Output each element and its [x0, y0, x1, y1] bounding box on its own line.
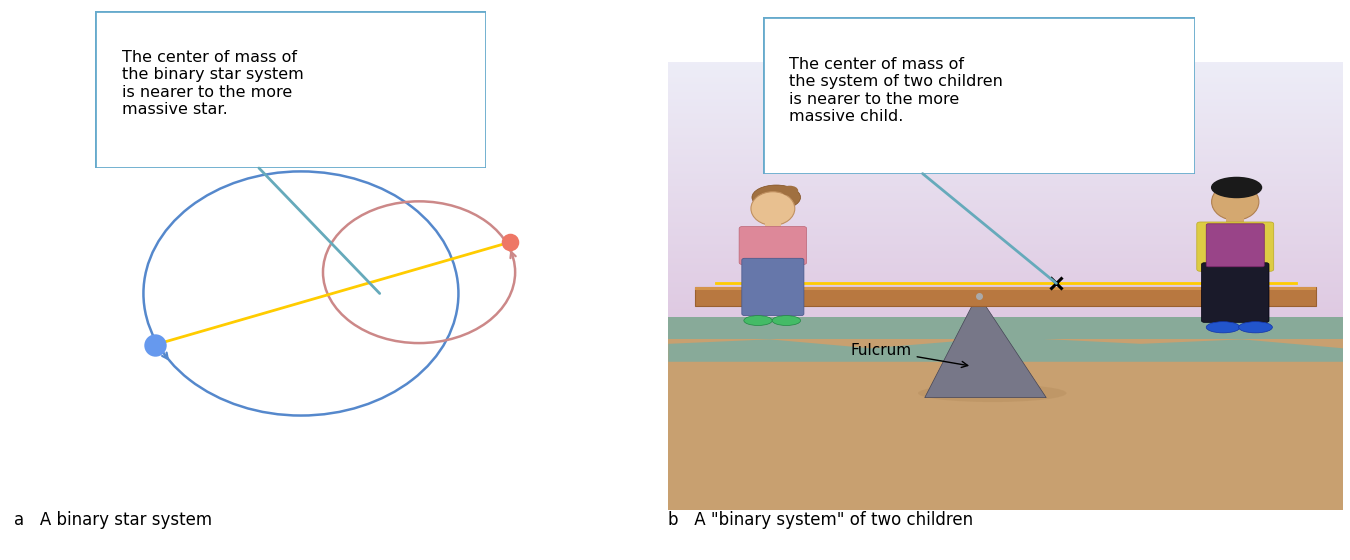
Ellipse shape — [918, 384, 1066, 402]
Ellipse shape — [1211, 177, 1262, 198]
Bar — [1226, 208, 1243, 226]
Text: Less
massive
star: Less massive star — [69, 351, 138, 401]
Ellipse shape — [1206, 321, 1239, 333]
Bar — [668, 317, 1343, 362]
Ellipse shape — [782, 186, 798, 195]
Point — [144, 340, 166, 349]
Text: The center of mass of
the binary star system
is nearer to the more
massive star.: The center of mass of the binary star sy… — [122, 50, 304, 117]
FancyBboxPatch shape — [740, 226, 806, 264]
Ellipse shape — [1212, 184, 1258, 220]
FancyBboxPatch shape — [743, 258, 803, 316]
FancyBboxPatch shape — [1202, 263, 1269, 323]
Text: b   A "binary system" of two children: b A "binary system" of two children — [668, 511, 973, 529]
Ellipse shape — [772, 316, 801, 325]
FancyBboxPatch shape — [1197, 222, 1273, 271]
Point — [500, 238, 521, 247]
Ellipse shape — [751, 192, 795, 225]
FancyBboxPatch shape — [1206, 224, 1264, 267]
Bar — [764, 213, 780, 231]
FancyBboxPatch shape — [763, 17, 1195, 174]
Ellipse shape — [744, 316, 772, 325]
Text: More
massive
star: More massive star — [537, 213, 608, 263]
Polygon shape — [925, 306, 1046, 398]
Ellipse shape — [752, 185, 801, 209]
Bar — [695, 287, 1316, 306]
Ellipse shape — [1239, 321, 1272, 333]
Text: The center of mass of
the system of two children
is nearer to the more
massive c: The center of mass of the system of two … — [788, 57, 1003, 124]
Bar — [695, 287, 1316, 290]
Text: Fulcrum: Fulcrum — [850, 343, 968, 367]
Text: a   A binary star system: a A binary star system — [14, 511, 212, 529]
FancyBboxPatch shape — [95, 11, 486, 168]
Polygon shape — [668, 337, 1343, 362]
Bar — [668, 339, 1343, 510]
